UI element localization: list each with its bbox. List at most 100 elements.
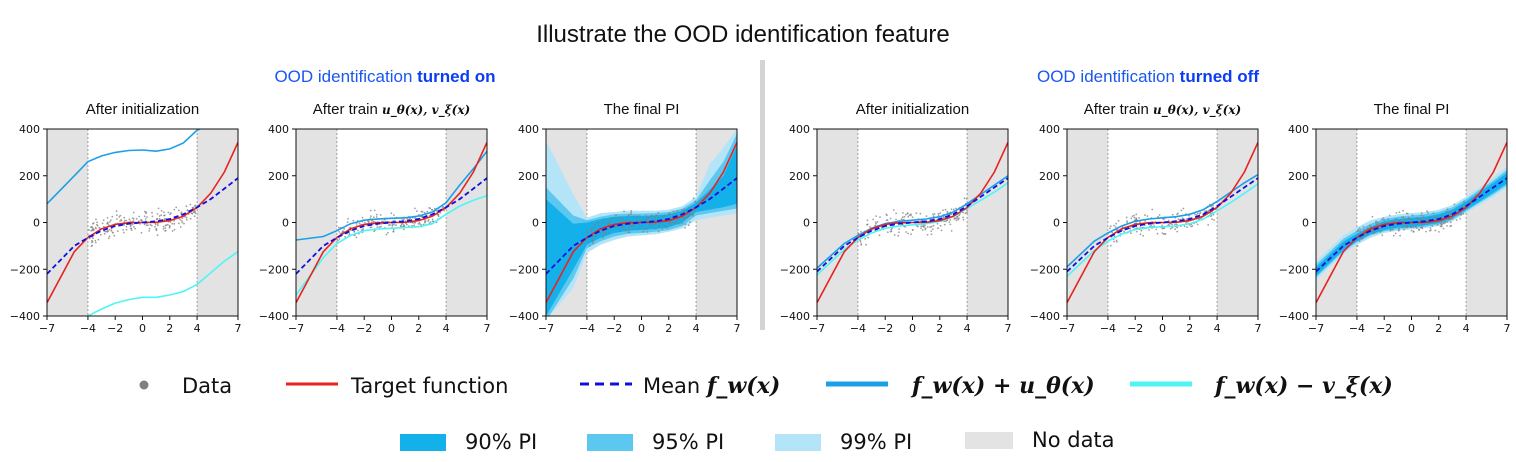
data-point [1455, 219, 1458, 221]
data-point [113, 234, 116, 237]
data-point [92, 222, 95, 225]
data-point [120, 219, 123, 222]
no-data-region [967, 129, 1008, 316]
data-point [162, 225, 165, 228]
x-tick-label: −7 [288, 322, 304, 335]
data-point [654, 223, 657, 226]
data-point [906, 212, 909, 214]
data-point [123, 221, 126, 223]
data-point [587, 241, 590, 243]
data-point [627, 227, 630, 230]
data-point [337, 226, 340, 229]
no-data-region [296, 129, 337, 316]
data-point [865, 243, 867, 246]
data-point [1186, 226, 1188, 229]
data-point [1358, 227, 1361, 230]
y-tick-label: −200 [10, 263, 40, 276]
data-point [1168, 223, 1170, 226]
data-point [1457, 213, 1460, 216]
data-point [1421, 227, 1424, 230]
x-tick-label: −4 [80, 322, 96, 335]
y-tick-label: −200 [780, 263, 810, 276]
data-point [346, 221, 349, 224]
data-point [898, 231, 900, 234]
x-tick-label: 4 [1463, 322, 1470, 335]
data-point [859, 239, 862, 242]
x-tick-label: −2 [1127, 322, 1143, 335]
x-tick-label: 7 [235, 322, 242, 335]
x-tick-label: 2 [1186, 322, 1193, 335]
data-point [1155, 228, 1158, 231]
data-point [1167, 219, 1170, 222]
data-point [143, 215, 146, 218]
data-point [649, 224, 652, 226]
panel-title: The final PI [604, 101, 680, 118]
data-point [1126, 221, 1129, 224]
data-point [1446, 210, 1448, 213]
data-point [1400, 216, 1403, 219]
data-point [115, 214, 118, 217]
data-point [1435, 216, 1438, 219]
data-point [401, 219, 404, 221]
data-point [111, 215, 114, 218]
data-point [125, 219, 128, 222]
data-point [166, 223, 169, 226]
data-point [676, 210, 679, 213]
data-point [919, 212, 922, 215]
series-lower [296, 194, 487, 296]
data-point [602, 234, 605, 237]
data-point [1411, 214, 1414, 217]
x-tick-label: 0 [388, 322, 395, 335]
data-point [402, 225, 405, 228]
data-point [94, 241, 97, 244]
data-point [1375, 220, 1377, 223]
data-point [163, 211, 165, 214]
data-point [692, 214, 694, 217]
x-tick-label: 0 [139, 322, 146, 335]
data-point [370, 226, 373, 229]
data-point [609, 222, 612, 225]
series-mean [546, 177, 737, 275]
data-point [866, 223, 869, 226]
data-point [930, 225, 933, 228]
data-point [175, 206, 178, 209]
data-point [1394, 218, 1397, 221]
data-point [387, 231, 389, 234]
x-tick-label: −2 [877, 322, 893, 335]
data-point [674, 221, 677, 224]
data-point [593, 226, 596, 229]
data-point [684, 223, 687, 226]
data-point [872, 218, 875, 221]
data-point [393, 223, 395, 226]
data-point [1450, 210, 1452, 213]
data-point [646, 231, 649, 233]
data-point [94, 239, 97, 242]
x-tick-label: 4 [194, 322, 201, 335]
data-point [948, 221, 951, 224]
data-point [601, 230, 604, 233]
data-point [160, 214, 163, 217]
data-point [411, 224, 413, 227]
data-point [964, 212, 967, 215]
data-point [958, 214, 961, 217]
data-point [358, 222, 361, 225]
x-tick-label: 7 [734, 322, 741, 335]
data-point [91, 244, 94, 247]
data-point [1176, 226, 1179, 229]
x-tick-label: 4 [443, 322, 450, 335]
x-tick-label: 0 [909, 322, 916, 335]
data-point [950, 230, 953, 232]
data-point [348, 232, 351, 235]
x-tick-label: −4 [329, 322, 345, 335]
data-point [646, 228, 648, 230]
data-point [1121, 229, 1124, 232]
y-tick-label: −400 [780, 310, 810, 323]
y-tick-label: −400 [509, 310, 539, 323]
data-point [1404, 218, 1407, 221]
data-point [1414, 225, 1417, 228]
data-point [421, 210, 424, 213]
data-point [602, 236, 604, 239]
data-point [1156, 232, 1159, 235]
data-point [1406, 226, 1409, 229]
data-point [932, 224, 935, 227]
